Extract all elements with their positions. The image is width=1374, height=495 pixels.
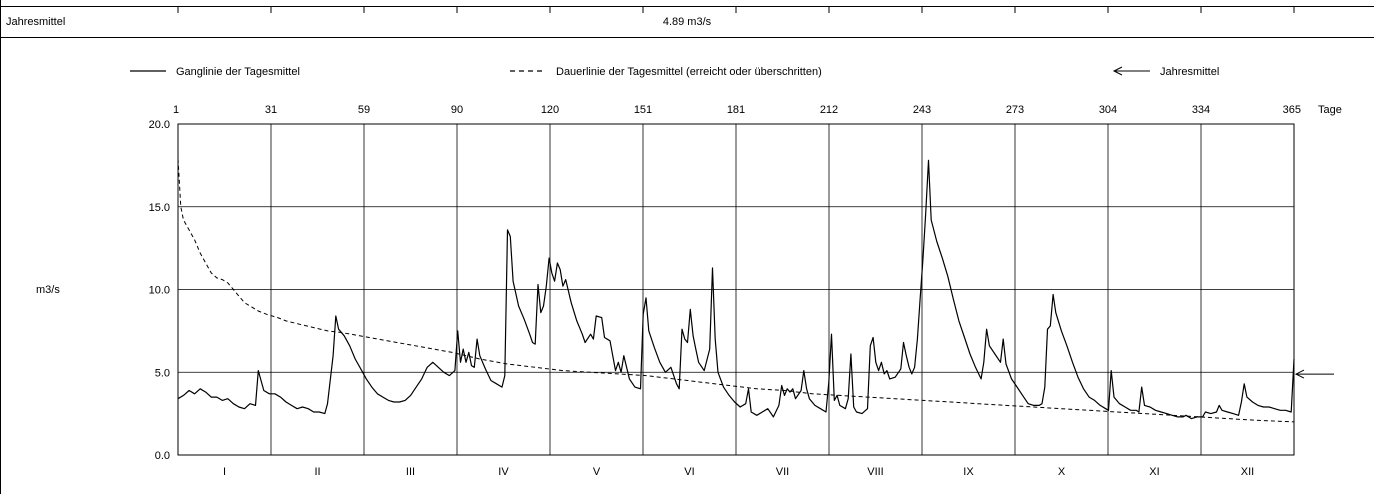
annual-mean-row-label: Jahresmittel (6, 16, 66, 28)
legend-daily-label: Ganglinie der Tagesmittel (176, 66, 300, 78)
day-tick-label: 151 (634, 104, 652, 116)
legend-duration-label: Dauerlinie der Tagesmittel (erreicht ode… (556, 66, 822, 78)
duration-curve-line (177, 158, 1295, 423)
x-axis-label: Tage (1318, 104, 1342, 116)
month-label: V (593, 466, 601, 478)
day-tick-label: 334 (1192, 104, 1210, 116)
legend-arrow-icon (1112, 66, 1150, 76)
month-label: VIII (867, 466, 884, 478)
annual-mean-row-value: 4.89 m3/s (662, 16, 712, 28)
month-label: IX (963, 466, 974, 478)
month-label: III (406, 466, 415, 478)
day-tick-label: 181 (727, 104, 745, 116)
day-tick-label: 273 (1006, 104, 1024, 116)
day-tick-label: 59 (358, 104, 370, 116)
day-tick-label: 304 (1099, 104, 1117, 116)
month-label: XII (1241, 466, 1254, 478)
month-label: II (314, 466, 320, 478)
annual-mean-arrow-icon (1294, 369, 1334, 379)
y-tick-label: 15.0 (149, 202, 170, 214)
day-tick-label: 120 (541, 104, 559, 116)
month-label: VI (684, 466, 694, 478)
header-cell-dividers (177, 7, 1295, 13)
month-label: IV (498, 466, 509, 478)
month-label: X (1058, 466, 1066, 478)
y-tick-label: 20.0 (149, 119, 170, 131)
day-tick-label: 243 (913, 104, 931, 116)
day-tick-label: 90 (451, 104, 463, 116)
month-label: XI (1149, 466, 1159, 478)
day-tick-label: 365 (1283, 104, 1301, 116)
header-table-cells (0, 0, 1374, 13)
legend-annual-mean-label: Jahresmittel (1160, 66, 1219, 78)
y-tick-label: 0.0 (155, 450, 170, 462)
day-tick-label: 1 (173, 104, 179, 116)
daily-mean-line (177, 159, 1295, 420)
y-tick-label: 5.0 (155, 367, 170, 379)
y-tick-label: 10.0 (149, 285, 170, 297)
annual-mean-row: Jahresmittel 4.89 m3/s (0, 6, 1374, 38)
month-label: I (223, 466, 226, 478)
y-axis-label: m3/s (36, 284, 60, 296)
day-tick-label: 31 (265, 104, 277, 116)
day-tick-label: 212 (820, 104, 838, 116)
legend: Ganglinie der Tagesmittel Dauerlinie der… (130, 66, 1219, 78)
month-label: VII (776, 466, 789, 478)
hydrograph-chart: Ganglinie der Tagesmittel Dauerlinie der… (36, 66, 1342, 478)
